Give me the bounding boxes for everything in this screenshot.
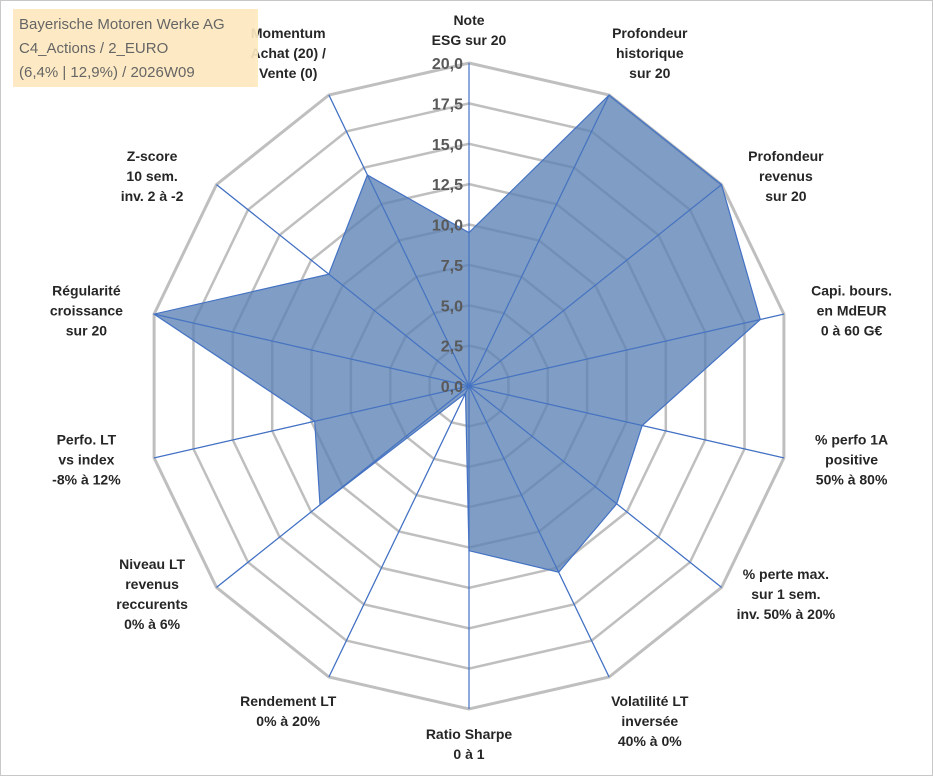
title-line-company: Bayerische Motoren Werke AG: [19, 16, 225, 33]
axis-label-2: Profondeur revenus sur 20: [748, 148, 824, 204]
axis-spoke-overlay-3: [468, 313, 785, 387]
tick-label-5: 12,5: [432, 177, 463, 194]
tick-label-6: 15,0: [432, 137, 463, 154]
axis-spoke-overlay-1: [468, 94, 610, 387]
tick-label-3: 7,5: [441, 258, 463, 275]
axis-spoke-overlay-2: [468, 184, 722, 387]
axis-label-8: Rendement LT 0% à 20%: [240, 693, 337, 729]
axis-label-11: Régularité croissance sur 20: [50, 283, 123, 339]
axis-label-3: Capi. bours. en MdEUR 0 à 60 G€: [811, 283, 892, 339]
axis-label-1: Profondeur historique sur 20: [612, 25, 688, 81]
tick-label-0: 0,0: [441, 379, 463, 396]
axis-spoke-overlay-10: [153, 385, 470, 459]
tick-label-2: 5,0: [441, 298, 463, 315]
axis-label-7: Ratio Sharpe 0 à 1: [426, 726, 513, 762]
axis-label-5: % perte max. sur 1 sem. inv. 50% à 20%: [737, 566, 836, 622]
axis-label-10: Perfo. LT vs index -8% à 12%: [52, 432, 121, 488]
axis-label-13: Momentum Achat (20) / Vente (0): [250, 25, 326, 81]
axis-spoke-overlay-5: [468, 385, 722, 588]
axis-spoke-overlay-6: [468, 385, 610, 678]
title-line-stats: (6,4% | 12,9%) / 2026W09: [19, 64, 195, 81]
axis-label-0: Note ESG sur 20: [432, 12, 507, 48]
axis-label-6: Volatilité LT inversée 40% à 0%: [611, 693, 689, 749]
axis-spoke-overlay-8: [328, 385, 470, 678]
data-series-area: [152, 94, 761, 573]
axis-label-9: Niveau LT revenus reccurents 0% à 6%: [116, 556, 188, 632]
tick-label-8: 20,0: [432, 56, 463, 73]
axis-spoke-overlay-12: [216, 184, 470, 387]
title-line-category: C4_Actions / 2_EURO: [19, 40, 169, 57]
chart-title-box: Bayerische Motoren Werke AG C4_Actions /…: [13, 9, 258, 87]
axis-label-4: % perfo 1A positive 50% à 80%: [815, 432, 888, 488]
tick-label-1: 2,5: [441, 339, 463, 356]
axis-label-12: Z-score 10 sem. inv. 2 à -2: [121, 148, 184, 204]
axis-spoke-overlay-11: [153, 313, 470, 387]
axis-spoke-overlay-13: [328, 94, 470, 387]
axis-spoke-overlay-9: [216, 385, 470, 588]
tick-label-7: 17,5: [432, 96, 463, 113]
axis-spoke-overlay-4: [468, 385, 785, 459]
tick-label-4: 10,0: [432, 218, 463, 235]
